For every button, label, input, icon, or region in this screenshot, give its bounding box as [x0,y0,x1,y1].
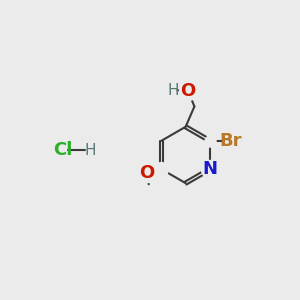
Text: O: O [180,82,196,100]
Text: H: H [168,83,179,98]
Text: O: O [139,164,154,182]
Text: H: H [84,143,95,158]
Text: N: N [202,160,217,178]
Text: Cl: Cl [53,141,72,159]
Text: Br: Br [220,132,242,150]
